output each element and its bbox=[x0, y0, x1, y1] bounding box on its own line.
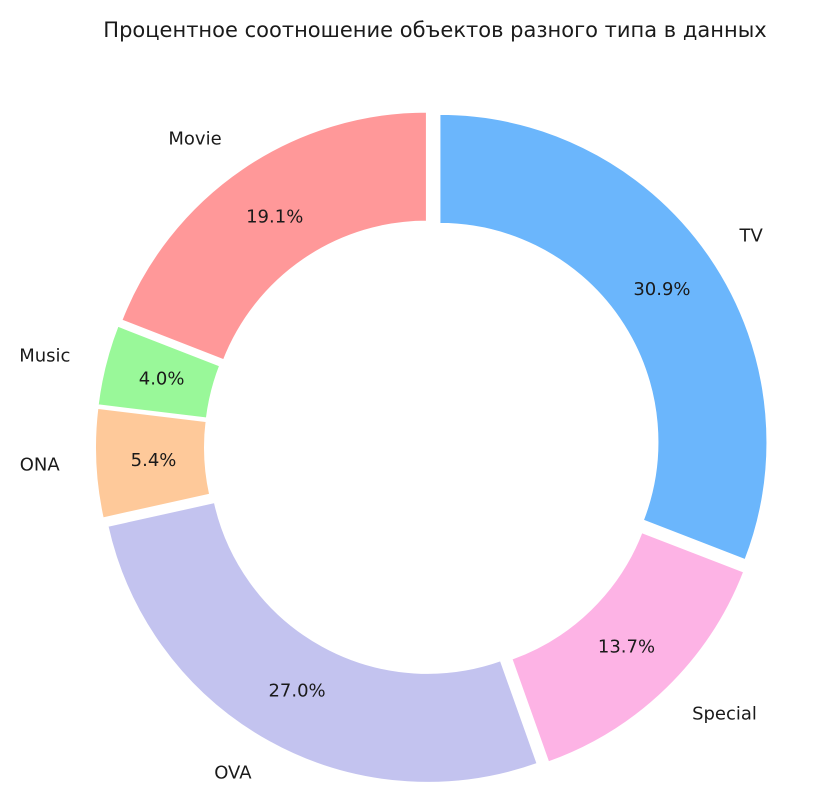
labels-layer: 30.9% TV 13.7% Special 27.0% OVA 5.4% ONA 4.0% Mu… bbox=[19, 129, 763, 784]
slice-movie bbox=[120, 110, 428, 362]
slice-ona bbox=[94, 406, 212, 520]
chart-title: Процентное соотношение объектов разного … bbox=[103, 18, 767, 42]
slice-music bbox=[96, 324, 222, 420]
category-label-tv: TV bbox=[738, 226, 763, 247]
category-label-music: Music bbox=[19, 346, 70, 367]
category-label-ova: OVA bbox=[214, 763, 252, 784]
slice-tv bbox=[438, 112, 769, 562]
pct-label-movie: 19.1% bbox=[246, 206, 303, 227]
category-label-special: Special bbox=[692, 704, 757, 725]
slices-layer bbox=[94, 110, 769, 784]
pct-label-ova: 27.0% bbox=[268, 680, 325, 701]
pct-label-tv: 30.9% bbox=[633, 279, 690, 300]
slice-ova bbox=[106, 500, 539, 784]
pct-label-special: 13.7% bbox=[598, 636, 655, 657]
pct-label-ona: 5.4% bbox=[131, 450, 177, 471]
category-label-ona: ONA bbox=[20, 455, 61, 476]
category-label-movie: Movie bbox=[168, 129, 221, 150]
slice-special bbox=[510, 530, 746, 764]
pct-label-music: 4.0% bbox=[139, 369, 185, 390]
